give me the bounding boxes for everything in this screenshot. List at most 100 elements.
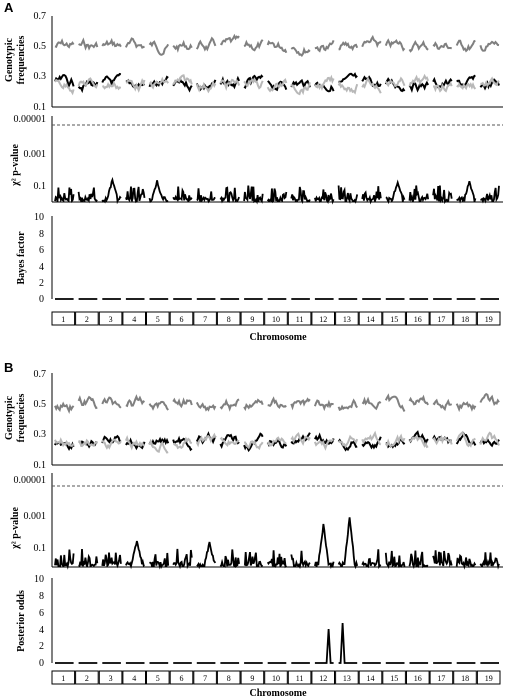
genotype-series-line xyxy=(313,399,334,412)
chromosome-label: 4 xyxy=(132,315,136,324)
chromosome-box xyxy=(216,311,241,326)
chromosome-box xyxy=(240,670,265,685)
genotype-series-line xyxy=(78,37,99,51)
y-tick-label: 0.1 xyxy=(34,181,47,192)
chi2-series-line xyxy=(479,552,500,570)
chromosome-box xyxy=(311,670,335,685)
y-tick-label: 10 xyxy=(34,574,44,585)
genotype-series-line xyxy=(338,72,358,83)
genotype-plot-b: 0.7 0.5 0.3 0.1 Genotypic frequencies xyxy=(4,369,503,471)
chi2-series-line xyxy=(266,550,287,569)
y-tick-label: 0.5 xyxy=(34,41,47,52)
chi2-series-line xyxy=(266,188,288,204)
genotype-series-line xyxy=(408,73,430,87)
y-tick-label: 0.1 xyxy=(34,460,47,471)
chi2-series-line xyxy=(456,180,477,204)
y-tick-label: 0.5 xyxy=(34,399,47,410)
y-tick-label: 10 xyxy=(34,212,44,223)
chi2-series-line xyxy=(290,550,311,570)
chi2-series-line xyxy=(54,187,75,204)
genotype-series-line xyxy=(172,435,193,452)
chromosome-label: 14 xyxy=(367,674,375,683)
genotype-series-line xyxy=(148,40,170,56)
chromosome-box xyxy=(122,311,147,326)
y-tick-label: 0.7 xyxy=(34,369,47,380)
chromosome-box xyxy=(406,670,430,685)
genotype-series-line xyxy=(290,78,311,91)
genotype-series-line xyxy=(480,76,500,88)
y-axis-label: Bayes factor xyxy=(16,231,27,285)
genotype-series-line xyxy=(54,437,75,448)
panel-label-b: B xyxy=(4,360,13,375)
chromosome-box xyxy=(51,311,76,326)
chi2-series-line xyxy=(337,517,359,570)
y-axis-label: χ² p-value xyxy=(10,507,21,550)
chi2-series-line xyxy=(172,186,193,202)
chromosome-label: 17 xyxy=(437,674,445,683)
chromosome-box xyxy=(264,670,288,685)
chromosome-label: 13 xyxy=(343,315,351,324)
chromosome-label: 4 xyxy=(132,674,136,683)
chromosome-strip-b: 1 2 3 4 5 6 7 8 9 10 11 12 13 14 15 16 17 18 19 xyxy=(51,670,501,685)
chi2-series-line xyxy=(290,186,311,205)
odds-series-line xyxy=(338,622,358,664)
genotype-series-line xyxy=(361,34,382,49)
chromosome-label: 9 xyxy=(250,674,254,683)
chromosome-label: 19 xyxy=(485,315,493,324)
chromosome-box xyxy=(453,311,477,326)
genotype-series-line xyxy=(243,39,264,52)
chi2-series-line xyxy=(432,550,453,568)
genotype-series-line xyxy=(337,434,359,449)
chromosome-label: 1 xyxy=(61,315,65,324)
y-axis-label: Posterior odds xyxy=(16,590,27,652)
chromosome-label: 10 xyxy=(272,315,280,324)
chromosome-label: 10 xyxy=(272,674,280,683)
chromosome-box xyxy=(169,311,194,326)
chromosome-box xyxy=(264,311,288,326)
chi2-series-line xyxy=(243,185,264,205)
chromosome-box xyxy=(335,311,359,326)
y-axis-label-line1: Genotypic xyxy=(4,37,15,81)
genotype-series-line xyxy=(54,401,75,414)
genotype-series-line xyxy=(101,438,122,450)
y-tick-label: 0.7 xyxy=(34,11,47,22)
odds-series-line xyxy=(314,628,334,664)
chromosome-label: 15 xyxy=(390,674,398,683)
genotype-series-line xyxy=(266,438,288,449)
chromosome-box xyxy=(98,670,123,685)
y-tick-label: 8 xyxy=(39,229,44,240)
genotype-series-line xyxy=(243,74,264,90)
chromosome-label: 12 xyxy=(319,315,327,324)
chi2-series-line xyxy=(432,185,453,205)
y-axis-label-line2: frequencies xyxy=(16,36,27,85)
genotype-series-line xyxy=(337,398,359,412)
chi2-series-line xyxy=(196,188,216,204)
genotype-series-line xyxy=(361,396,382,411)
genotype-series-line xyxy=(78,438,98,448)
genotype-plot-a: 0.7 0.5 0.3 0.1 Genotypic frequencies xyxy=(4,11,503,113)
genotype-series-line xyxy=(290,46,311,58)
chromosome-box xyxy=(453,670,477,685)
genotype-series-line xyxy=(479,436,500,448)
chromosome-box xyxy=(98,311,123,326)
y-tick-label: 0.1 xyxy=(34,543,47,554)
genotype-series-line xyxy=(361,436,382,450)
genotype-series-line xyxy=(195,432,217,448)
genotype-series-line xyxy=(433,81,453,93)
chromosome-box xyxy=(287,670,312,685)
genotype-series-line xyxy=(220,33,240,46)
y-tick-label: 0.1 xyxy=(34,102,47,113)
chromosome-label: 14 xyxy=(367,315,375,324)
y-tick-label: 4 xyxy=(39,262,44,273)
y-tick-label: 8 xyxy=(39,591,44,602)
y-tick-label: 4 xyxy=(39,625,44,636)
chromosome-label: 19 xyxy=(485,674,493,683)
chromosome-box xyxy=(216,670,241,685)
genotype-series-group-a xyxy=(54,33,500,96)
chromosome-label: 8 xyxy=(227,674,231,683)
chromosome-label: 15 xyxy=(390,315,398,324)
chi2-series-line xyxy=(408,185,429,203)
genotype-series-line xyxy=(361,76,382,94)
genotype-series-line xyxy=(384,77,406,93)
